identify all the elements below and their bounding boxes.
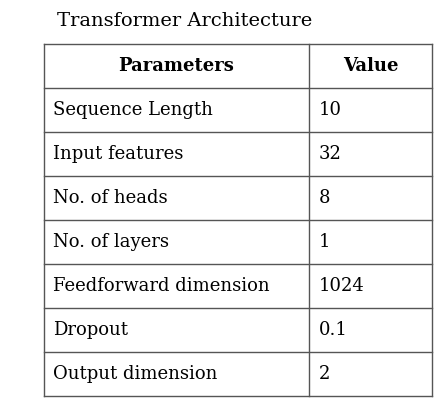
Text: Sequence Length: Sequence Length xyxy=(53,101,213,119)
Text: Feedforward dimension: Feedforward dimension xyxy=(53,277,270,295)
Text: 32: 32 xyxy=(319,145,342,163)
Text: 10: 10 xyxy=(319,101,342,119)
Text: 2: 2 xyxy=(319,365,330,383)
Text: No. of layers: No. of layers xyxy=(53,233,169,251)
Text: Parameters: Parameters xyxy=(119,57,235,76)
Text: 0.1: 0.1 xyxy=(319,321,348,339)
Text: Input features: Input features xyxy=(53,145,184,163)
Text: Transformer Architecture: Transformer Architecture xyxy=(57,12,312,30)
Text: Dropout: Dropout xyxy=(53,321,128,339)
Text: 8: 8 xyxy=(319,189,330,207)
Text: Output dimension: Output dimension xyxy=(53,365,218,383)
Text: No. of heads: No. of heads xyxy=(53,189,168,207)
Text: 1024: 1024 xyxy=(319,277,365,295)
Text: 1: 1 xyxy=(319,233,330,251)
Text: Value: Value xyxy=(343,57,398,76)
